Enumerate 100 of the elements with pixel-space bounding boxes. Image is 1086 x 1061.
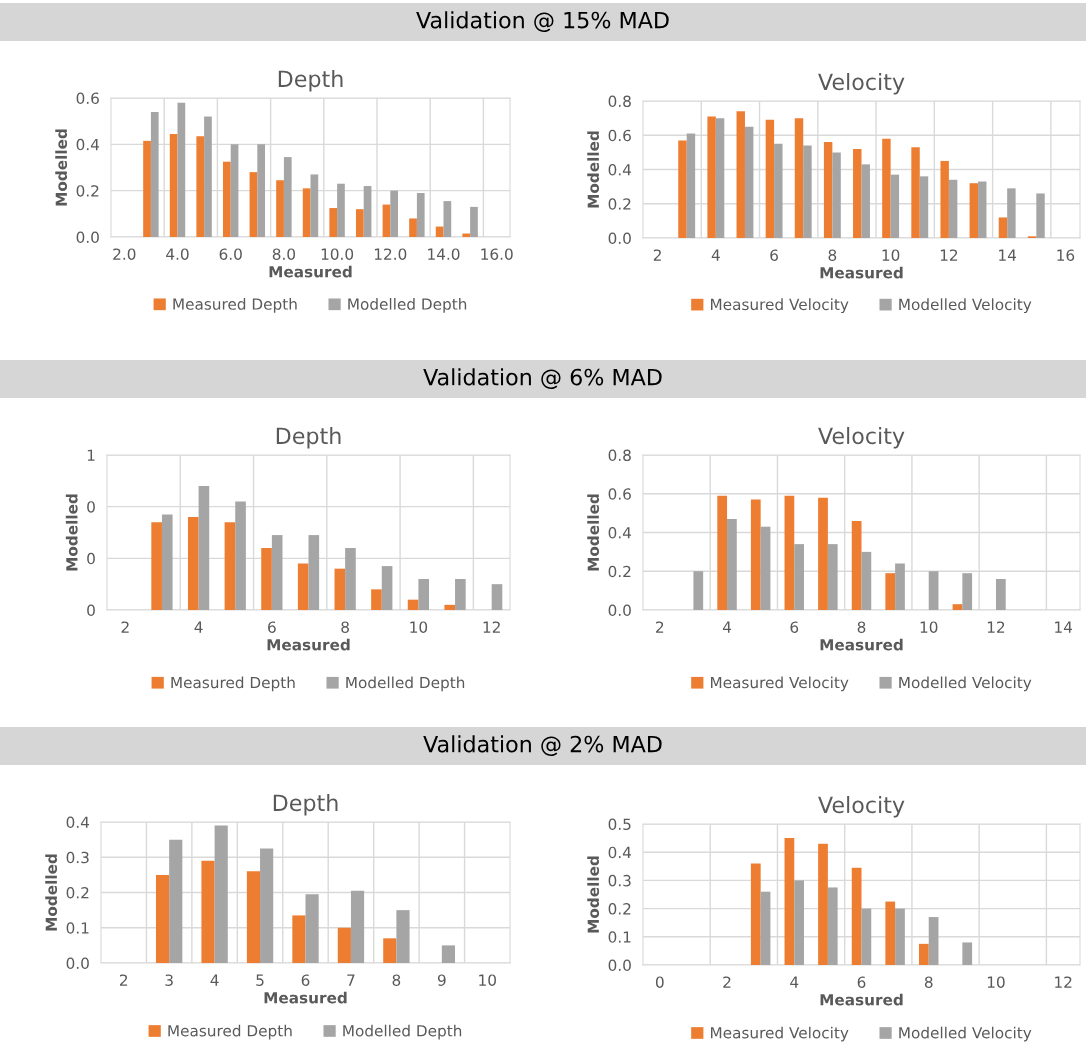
bar [337,927,351,963]
x-tick-label: 8 [828,249,837,261]
chart-title: Depth [273,794,338,816]
bar [396,910,410,963]
y-tick-label: 0.0 [608,604,631,617]
bar [715,118,725,238]
y-tick-label: 0.6 [76,92,99,105]
y-axis-title: Modelled [65,494,78,571]
y-tick-label: 0.4 [76,138,100,151]
bar [832,152,841,238]
bar [851,520,862,610]
bar [928,571,939,610]
legend-label: Measured Depth [168,1024,292,1040]
bar [686,133,696,238]
bar [823,142,833,238]
x-tick-label: 6 [770,249,778,261]
bar [784,838,795,965]
bar [198,486,210,610]
x-tick-label: 4 [711,249,720,261]
bar [230,144,239,237]
bar [409,218,417,237]
bar [151,522,162,610]
bar [246,871,261,963]
bar [249,172,258,237]
bar [794,880,805,965]
bar [177,102,186,237]
x-tick-label: 10.0 [321,248,354,260]
bar [969,183,979,238]
bar [978,181,987,238]
bar [345,548,356,610]
legend-label: Modelled Depth [343,1024,462,1040]
bar [455,579,466,610]
bar [143,140,151,237]
bar [765,119,775,238]
x-tick-label: 12 [987,621,1005,633]
bar [885,573,896,610]
y-tick-label: 0.2 [608,903,631,915]
bar [744,126,754,238]
bar [187,517,199,610]
y-tick-label: 0.2 [608,198,631,210]
y-tick-label: 0.4 [66,816,90,829]
bar [678,140,687,238]
bar [334,568,346,610]
bar [155,874,170,963]
bar [201,860,215,963]
bar [784,495,795,610]
x-tick-label: 4 [210,974,219,986]
bar [329,208,338,237]
bar [381,566,393,610]
text: Validation @ 15% MAD [416,11,669,32]
x-tick-label: 6 [268,621,276,633]
bar [760,526,771,610]
bar [337,183,345,237]
bar [491,584,503,610]
y-tick-label: 0.2 [608,565,631,578]
x-tick-label: 10 [410,621,428,633]
bar [363,186,372,237]
bar [995,579,1006,610]
y-tick-label: 0 [87,552,95,565]
x-axis-title: Measured [820,266,903,279]
bar [204,116,212,237]
x-tick-label: 9 [437,974,446,986]
chart-title: Depth [276,427,341,449]
x-tick-label: 10 [882,249,900,261]
bar [196,136,205,237]
bar [885,901,896,965]
bar [853,148,862,238]
legend-label: Modelled Velocity [899,298,1032,314]
bar [407,599,419,610]
bar [794,118,804,238]
legend-label: Measured Velocity [711,1026,849,1042]
bar [962,573,973,610]
y-tick-label: 0.4 [608,163,632,176]
bar [861,551,872,610]
x-axis-title: Measured [820,993,903,1006]
text: Validation @ 2% MAD [423,735,662,756]
bar [214,825,228,963]
bar [736,111,745,238]
x-tick-label: 8 [341,621,349,633]
bar [827,544,838,610]
bar [169,839,183,963]
bar [750,863,761,965]
y-tick-label: 0.1 [608,931,631,943]
bar [948,179,958,238]
chart-title: Velocity [818,796,905,818]
x-tick-label: 12 [483,621,500,633]
bar [150,111,159,237]
bar [952,604,963,610]
bar [962,942,973,965]
x-tick-label: 5 [256,974,264,986]
bar [416,192,425,237]
bar [308,535,320,610]
y-tick-label: 0.2 [76,185,99,197]
legend-label: Measured Depth [173,298,297,313]
x-tick-label: 12.0 [374,248,407,260]
x-tick-label: 14.0 [428,248,460,260]
x-tick-label: 8 [857,621,866,633]
y-axis-title: Modelled [45,854,58,931]
bar [276,180,284,237]
x-tick-label: 6.0 [219,248,242,260]
